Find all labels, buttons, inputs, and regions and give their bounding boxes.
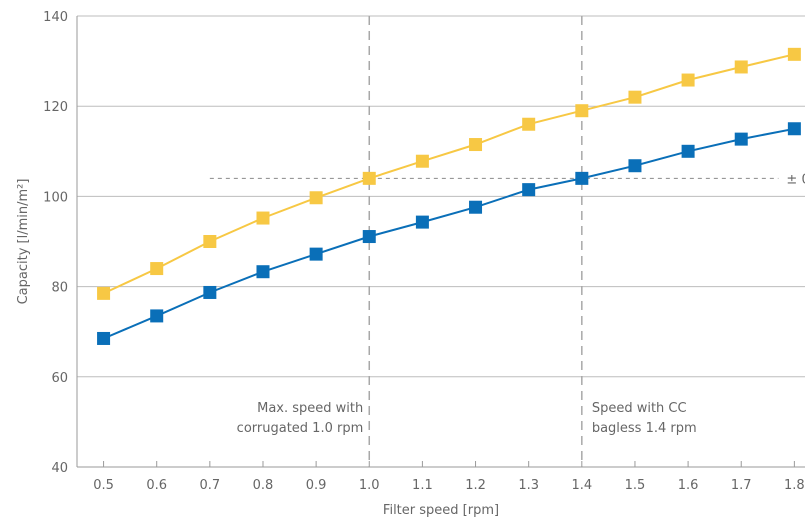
x-tick-label-0.9: 0.9: [306, 478, 327, 493]
series-0-point-11: [681, 73, 695, 87]
x-tick-label-1.1: 1.1: [412, 478, 433, 493]
reference-label-1-line-0: Speed with CC: [592, 401, 687, 416]
series-0-point-0: [97, 286, 111, 300]
reference-label-0-line-0: Max. speed with: [257, 401, 363, 416]
series-0-point-7: [469, 138, 483, 152]
series-0-point-6: [415, 154, 429, 168]
series-1-point-2: [203, 285, 217, 299]
series-1-point-13: [787, 122, 801, 136]
series-0-point-9: [575, 104, 589, 118]
x-tick-label-1.5: 1.5: [625, 478, 646, 493]
series-0-point-4: [309, 191, 323, 205]
series-1-point-4: [309, 247, 323, 261]
series-0-point-13: [787, 47, 801, 61]
series-0-point-10: [628, 90, 642, 104]
series-0-point-12: [734, 60, 748, 74]
series-0-point-1: [150, 262, 164, 276]
x-tick-label-0.7: 0.7: [200, 478, 221, 493]
reference-label-horizontal-2: ± 0%: [786, 172, 805, 187]
x-tick-label-0.5: 0.5: [93, 478, 114, 493]
series-1-point-3: [256, 265, 270, 279]
y-tick-label-80: 80: [51, 281, 68, 296]
x-tick-label-1.2: 1.2: [465, 478, 486, 493]
x-tick-label-1.0: 1.0: [359, 478, 380, 493]
series-1-point-12: [734, 132, 748, 146]
reference-label-1-line-1: bagless 1.4 rpm: [592, 421, 697, 436]
reference-lines: Max. speed with corrugated 1.0 rpm Speed w…: [209, 16, 805, 467]
axes: [76, 16, 805, 468]
y-tick-label-140: 140: [43, 10, 68, 25]
series-0-point-2: [203, 235, 217, 248]
y-tick-label-100: 100: [43, 190, 68, 205]
series-1-point-5: [362, 230, 376, 244]
x-tick-label-1.3: 1.3: [518, 478, 539, 493]
y-tick-label-40: 40: [51, 461, 68, 476]
y-axis-title: Capacity [l/min/m²]: [16, 179, 31, 305]
series-0-point-5: [362, 171, 376, 185]
series-group: [97, 47, 801, 345]
series-0-point-8: [522, 117, 536, 131]
series-1-point-8: [522, 183, 536, 197]
series-1-point-10: [628, 159, 642, 173]
x-tick-label-1.8: 1.8: [784, 478, 805, 493]
x-axis-title: Filter speed [rpm]: [383, 503, 499, 518]
grid-lines: [77, 15, 805, 378]
series-1-point-6: [415, 215, 429, 229]
series-0-point-3: [256, 211, 270, 225]
x-tick-label-0.6: 0.6: [146, 478, 167, 493]
x-tick-label-1.4: 1.4: [571, 478, 592, 493]
series-1-point-1: [150, 309, 164, 323]
x-tick-label-1.6: 1.6: [678, 478, 699, 493]
series-1-point-0: [97, 331, 111, 345]
y-tick-label-120: 120: [43, 100, 68, 115]
series-0-line: [103, 53, 795, 295]
tick-labels: 40 60 80 100 120 140 0.5 0.6 0.7 0.8 0.9 1.0 1.1 1.2 1…: [43, 10, 805, 493]
y-tick-label-60: 60: [51, 371, 68, 386]
x-tick-label-0.8: 0.8: [253, 478, 274, 493]
reference-label-0-line-1: corrugated 1.0 rpm: [237, 421, 364, 436]
series-1-line: [103, 127, 795, 340]
series-1-point-7: [469, 200, 483, 214]
x-tick-label-1.7: 1.7: [731, 478, 752, 493]
series-1-point-11: [681, 144, 695, 158]
series-1-point-9: [575, 171, 589, 185]
